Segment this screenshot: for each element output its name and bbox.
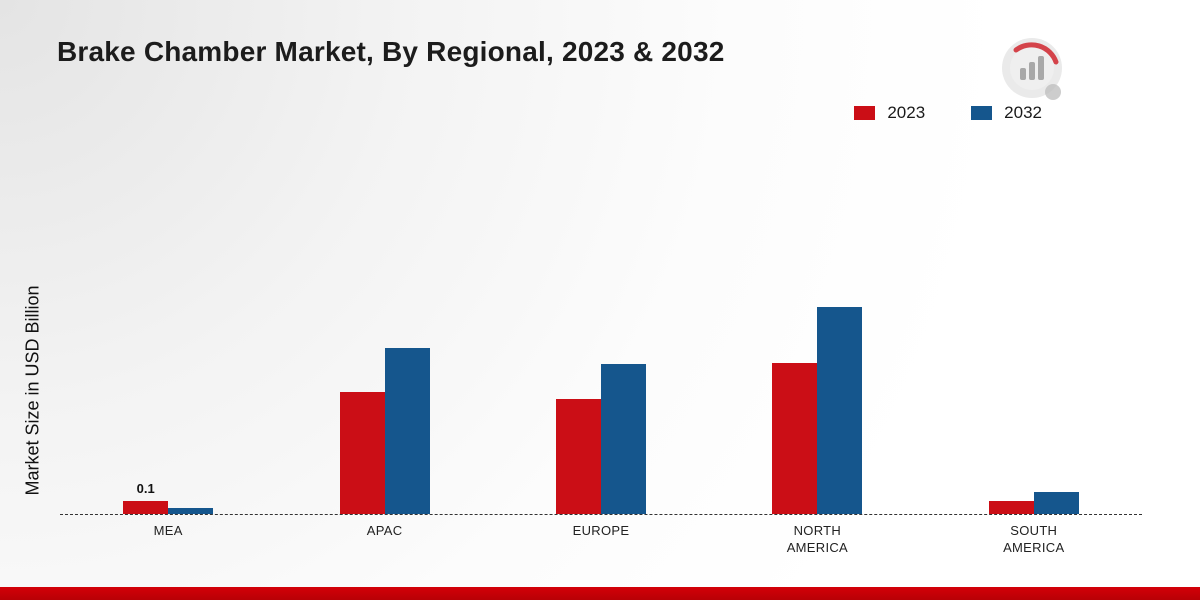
bar-2032-apac[interactable]: [384, 348, 430, 514]
bar-group-apac: APAC: [339, 160, 430, 538]
brand-logo-icon: [1002, 38, 1062, 100]
bar-group-south-america: SOUTH AMERICA: [988, 160, 1079, 555]
legend-label-2032: 2032: [1004, 103, 1042, 122]
bar-2023-mea[interactable]: 0.1: [123, 481, 169, 514]
bar-2032-north-america[interactable]: [817, 307, 863, 514]
x-axis-label-south-america: SOUTH AMERICA: [1003, 523, 1065, 555]
x-axis-label-apac: APAC: [366, 523, 403, 538]
bar-group-europe: EUROPE: [555, 160, 646, 538]
bar-2032-mea[interactable]: [168, 508, 214, 514]
bar-group-mea: 0.1 MEA: [123, 160, 214, 538]
chart-title: Brake Chamber Market, By Regional, 2023 …: [57, 36, 725, 67]
bar-value-label-mea: 0.1: [136, 481, 155, 496]
bar-2032-south-america[interactable]: [1033, 492, 1079, 514]
x-axis-label-mea: MEA: [153, 523, 183, 538]
bar-groups: 0.1 MEA APAC EUROPE NORTH AMERICA SOUTH AMERI…: [60, 160, 1142, 555]
x-axis-label-europe: EUROPE: [572, 523, 630, 538]
bar-2023-europe[interactable]: [555, 399, 601, 514]
bar-group-north-america: NORTH AMERICA: [772, 160, 863, 555]
bottom-accent-bar: [0, 587, 1200, 600]
bar-2032-europe[interactable]: [600, 364, 646, 514]
bar-2023-north-america[interactable]: [772, 363, 818, 514]
bar-2023-apac[interactable]: [339, 392, 385, 514]
legend: 2023 2032: [854, 103, 1042, 123]
legend-item-2032[interactable]: 2032: [971, 103, 1042, 123]
legend-label-2023: 2023: [887, 103, 926, 122]
legend-swatch-2023: [854, 106, 876, 120]
legend-item-2023[interactable]: 2023: [854, 103, 925, 123]
x-axis-label-north-america: NORTH AMERICA: [786, 523, 849, 555]
bar-2023-south-america[interactable]: [988, 501, 1034, 514]
y-axis-title: Market Size in USD Billion: [22, 285, 43, 496]
legend-swatch-2032: [971, 106, 993, 120]
plot-area: 0.1 MEA APAC EUROPE NORTH AMERICA SOUTH AMERI…: [60, 160, 1142, 555]
